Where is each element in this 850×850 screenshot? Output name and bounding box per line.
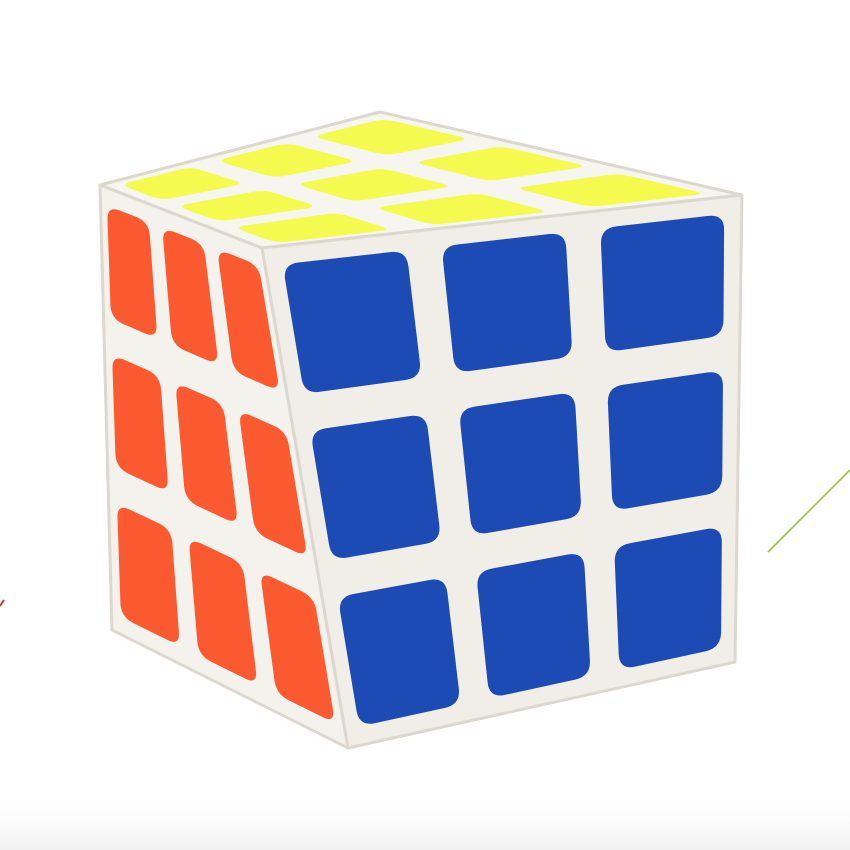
right-sticker-2-2	[614, 528, 722, 668]
left-sticker-2-1	[189, 541, 257, 681]
left-sticker-0-2	[218, 252, 278, 388]
top-sticker-1-1	[300, 169, 448, 201]
top-sticker-0-0	[317, 120, 465, 155]
right-face	[284, 215, 725, 724]
top-sticker-2-2	[239, 213, 386, 242]
right-sticker-1-0	[312, 415, 440, 558]
right-sticker-1-1	[460, 393, 581, 534]
left-sticker-1-2	[240, 414, 306, 554]
left-sticker-0-0	[107, 209, 157, 335]
top-sticker-0-1	[419, 147, 583, 181]
floor-shadow	[0, 790, 850, 850]
left-sticker-1-1	[176, 386, 237, 521]
right-sticker-0-0	[284, 251, 421, 393]
red-decor-mark	[0, 599, 5, 607]
top-sticker-2-1	[182, 191, 313, 221]
left-sticker-1-0	[112, 358, 168, 489]
left-sticker-2-2	[261, 575, 334, 720]
top-sticker-1-2	[379, 194, 543, 225]
top-sticker-2-0	[125, 168, 240, 199]
left-face	[107, 209, 334, 720]
right-sticker-2-0	[339, 579, 460, 724]
right-sticker-1-2	[607, 372, 723, 509]
left-sticker-0-1	[163, 230, 218, 362]
top-sticker-1-0	[221, 144, 352, 177]
top-sticker-0-2	[520, 174, 701, 207]
right-sticker-0-2	[600, 215, 725, 351]
green-decor-line	[767, 469, 850, 553]
right-sticker-0-1	[443, 233, 572, 372]
top-face	[125, 120, 701, 242]
right-sticker-2-1	[477, 554, 590, 696]
left-sticker-2-0	[117, 507, 179, 642]
